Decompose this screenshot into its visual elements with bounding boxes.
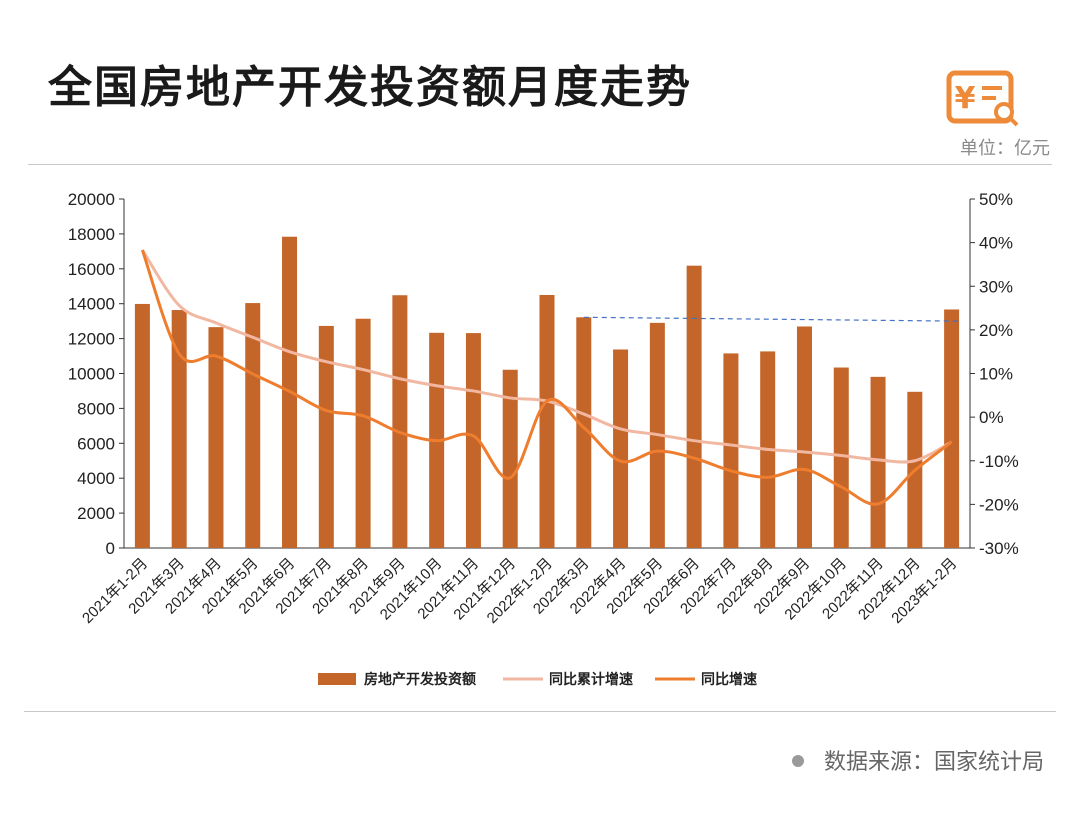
right-tick-label: -30% <box>979 539 1019 558</box>
page-title: 全国房地产开发投资额月度走势 <box>48 62 692 113</box>
bar <box>171 310 187 548</box>
bar <box>465 333 481 548</box>
bar <box>833 367 849 548</box>
right-tick-label: 40% <box>979 234 1013 253</box>
left-tick-label: 10000 <box>68 365 115 384</box>
reference-dashed-line <box>583 316 960 322</box>
left-tick-label: 8000 <box>77 399 115 418</box>
right-tick-label: 50% <box>979 190 1013 209</box>
bar <box>245 303 261 548</box>
bar <box>502 369 518 548</box>
left-tick-label: 0 <box>106 539 115 558</box>
bar <box>686 265 702 548</box>
left-tick-label: 2000 <box>77 504 115 523</box>
left-tick-label: 20000 <box>68 190 115 209</box>
footer-divider <box>24 711 1056 712</box>
legend-bar-swatch <box>318 673 356 685</box>
data-source-text: 数据来源：国家统计局 <box>823 750 1044 775</box>
bar <box>613 349 629 548</box>
legend-label: 房地产开发投资额 <box>364 671 476 688</box>
bar <box>355 318 371 548</box>
right-tick-label: 20% <box>979 321 1013 340</box>
bar <box>870 376 886 548</box>
header-divider <box>28 164 1052 165</box>
bar <box>392 295 408 548</box>
left-tick-label: 6000 <box>77 434 115 453</box>
bar <box>318 325 334 548</box>
right-tick-label: -20% <box>979 495 1019 514</box>
legend-label: 同比累计增速 <box>549 671 633 688</box>
left-tick-label: 4000 <box>77 469 115 488</box>
bar <box>539 294 555 548</box>
data-source: 数据来源：国家统计局 <box>791 744 1044 776</box>
left-tick-label: 16000 <box>68 260 115 279</box>
bar <box>796 326 812 548</box>
svg-text:¥: ¥ <box>955 81 976 116</box>
left-tick-label: 18000 <box>68 225 115 244</box>
unit-label: 单位：亿元 <box>960 138 1050 159</box>
right-tick-label: 10% <box>979 365 1013 384</box>
bar <box>944 309 960 548</box>
left-tick-label: 12000 <box>68 330 115 349</box>
legend-label: 同比增速 <box>701 671 757 688</box>
bar <box>208 327 224 548</box>
bar <box>134 303 150 548</box>
right-tick-label: -10% <box>979 452 1019 471</box>
right-tick-label: 30% <box>979 277 1013 296</box>
bar <box>576 317 592 548</box>
yen-document-search-icon: ¥ <box>946 70 1019 127</box>
right-tick-label: 0% <box>979 408 1004 427</box>
bar <box>723 353 739 548</box>
left-tick-label: 14000 <box>68 295 115 314</box>
bullet-icon <box>791 755 804 767</box>
yoy-growth-line <box>140 249 953 506</box>
